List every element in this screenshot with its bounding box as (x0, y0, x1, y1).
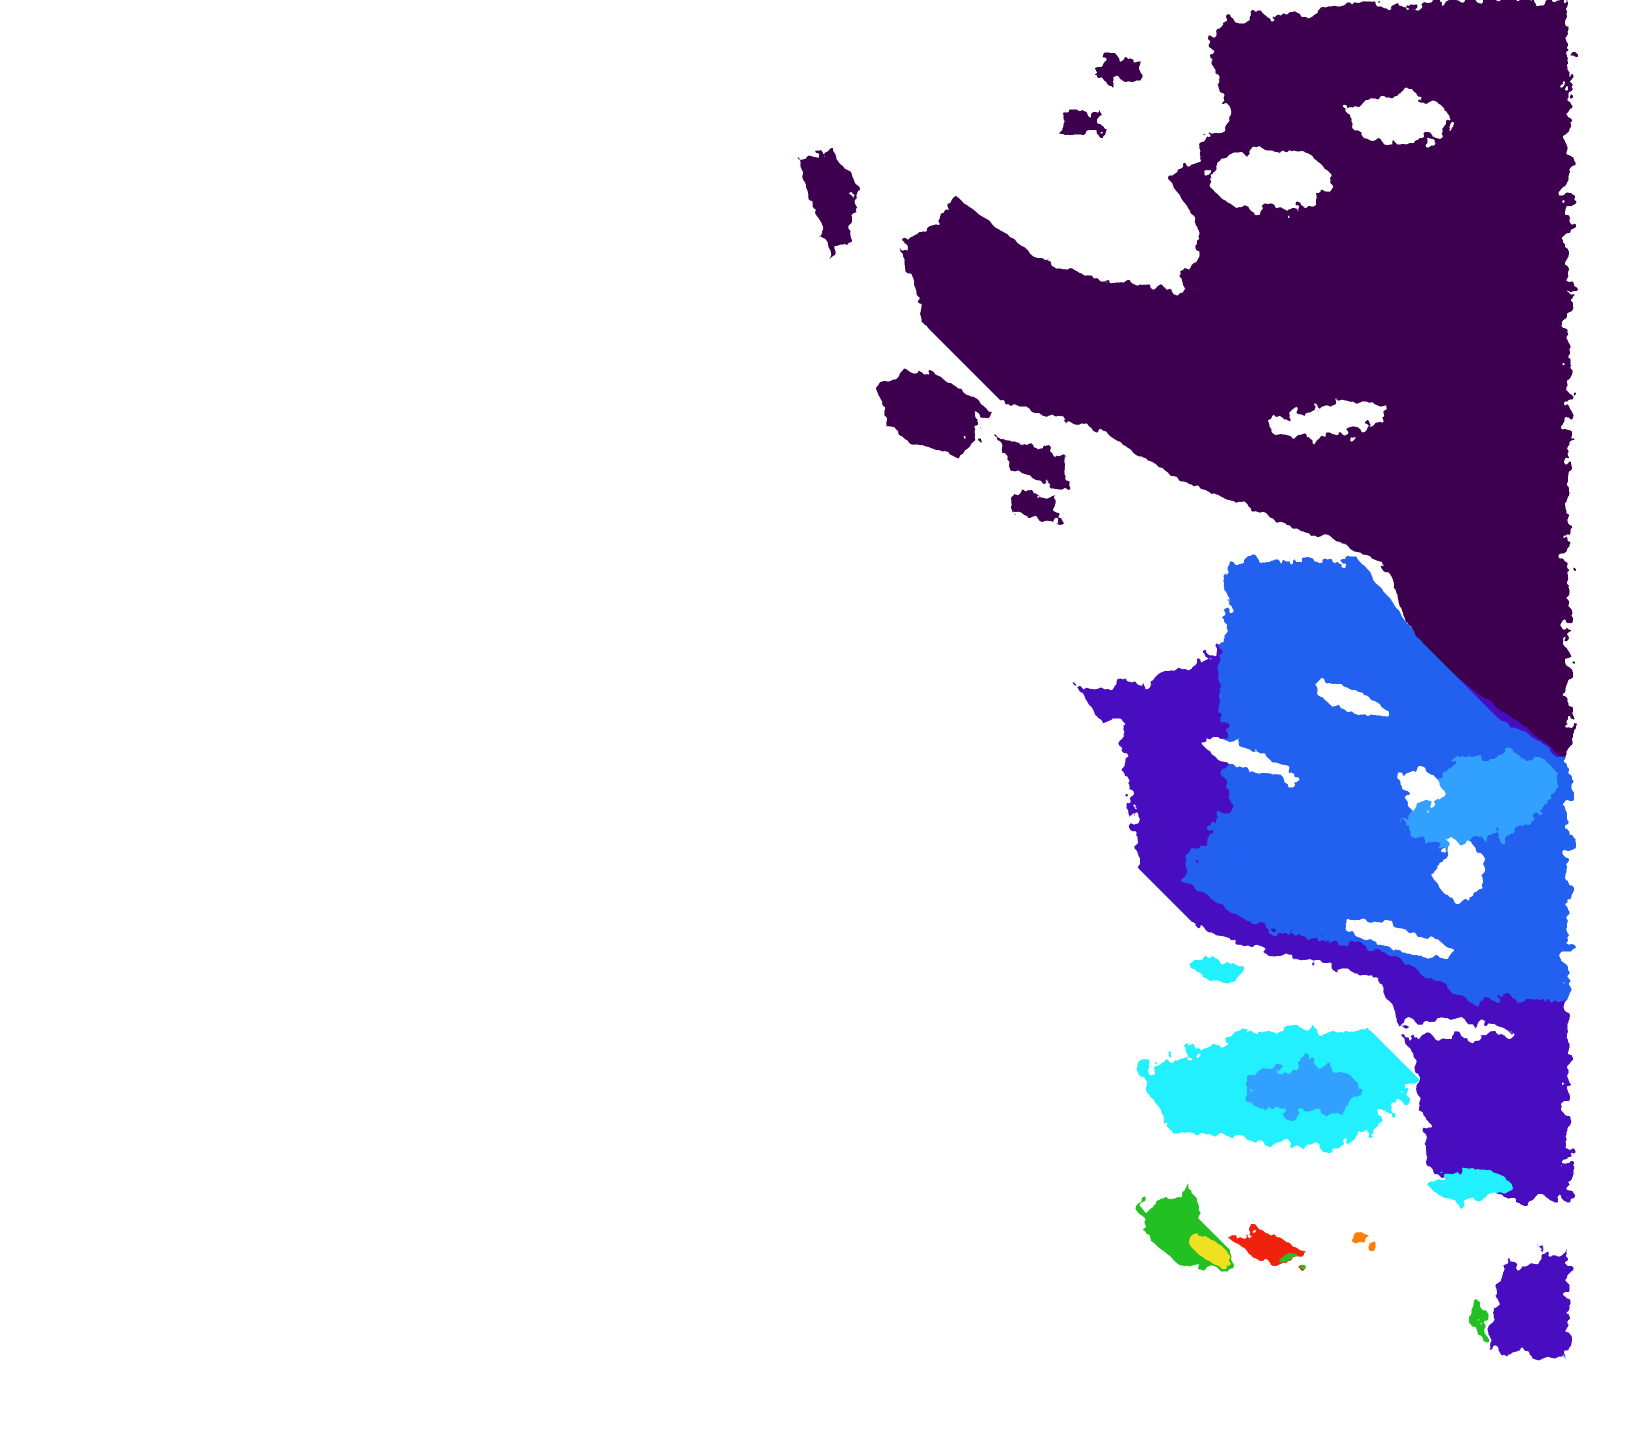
cloud-gap (1400, 770, 1440, 810)
cloud-gap (1232, 989, 1368, 1031)
blue-region (1231, 837, 1409, 923)
cyan-region (1430, 1170, 1510, 1200)
yellow-region (1190, 1236, 1230, 1264)
green-region (1473, 1300, 1487, 1340)
cloud-gap (1202, 740, 1298, 780)
cloud-gap (1312, 683, 1388, 717)
high-value-region-layer (1140, 1185, 1487, 1340)
orange-region (1352, 1235, 1372, 1245)
light-blue-region (1403, 753, 1557, 847)
cloud-gap (1210, 150, 1330, 210)
dark-region (1010, 490, 1060, 520)
light-blue-region (1240, 1065, 1360, 1115)
dark-region (1000, 440, 1070, 490)
dark-region (1060, 110, 1100, 135)
cloud-gap (1435, 840, 1485, 900)
dark-region (900, 0, 1568, 760)
cloud-gap (1350, 95, 1450, 145)
violet-region (1490, 1250, 1568, 1358)
dark-region (1100, 60, 1140, 80)
cyan-region-layer (1140, 958, 1510, 1200)
green-region (1276, 1254, 1304, 1266)
cloud-gap (1341, 921, 1459, 959)
dark-region (875, 370, 990, 460)
dark-region-layer (800, 0, 1568, 760)
dark-region (800, 145, 860, 260)
cyan-region (1190, 958, 1250, 982)
cloud-gap (1390, 1022, 1510, 1038)
cloud-gap (1260, 529, 1340, 551)
cloud-gap-layer (1202, 95, 1510, 1038)
cloud-gap (1270, 401, 1390, 439)
violet-region (1080, 680, 1160, 720)
